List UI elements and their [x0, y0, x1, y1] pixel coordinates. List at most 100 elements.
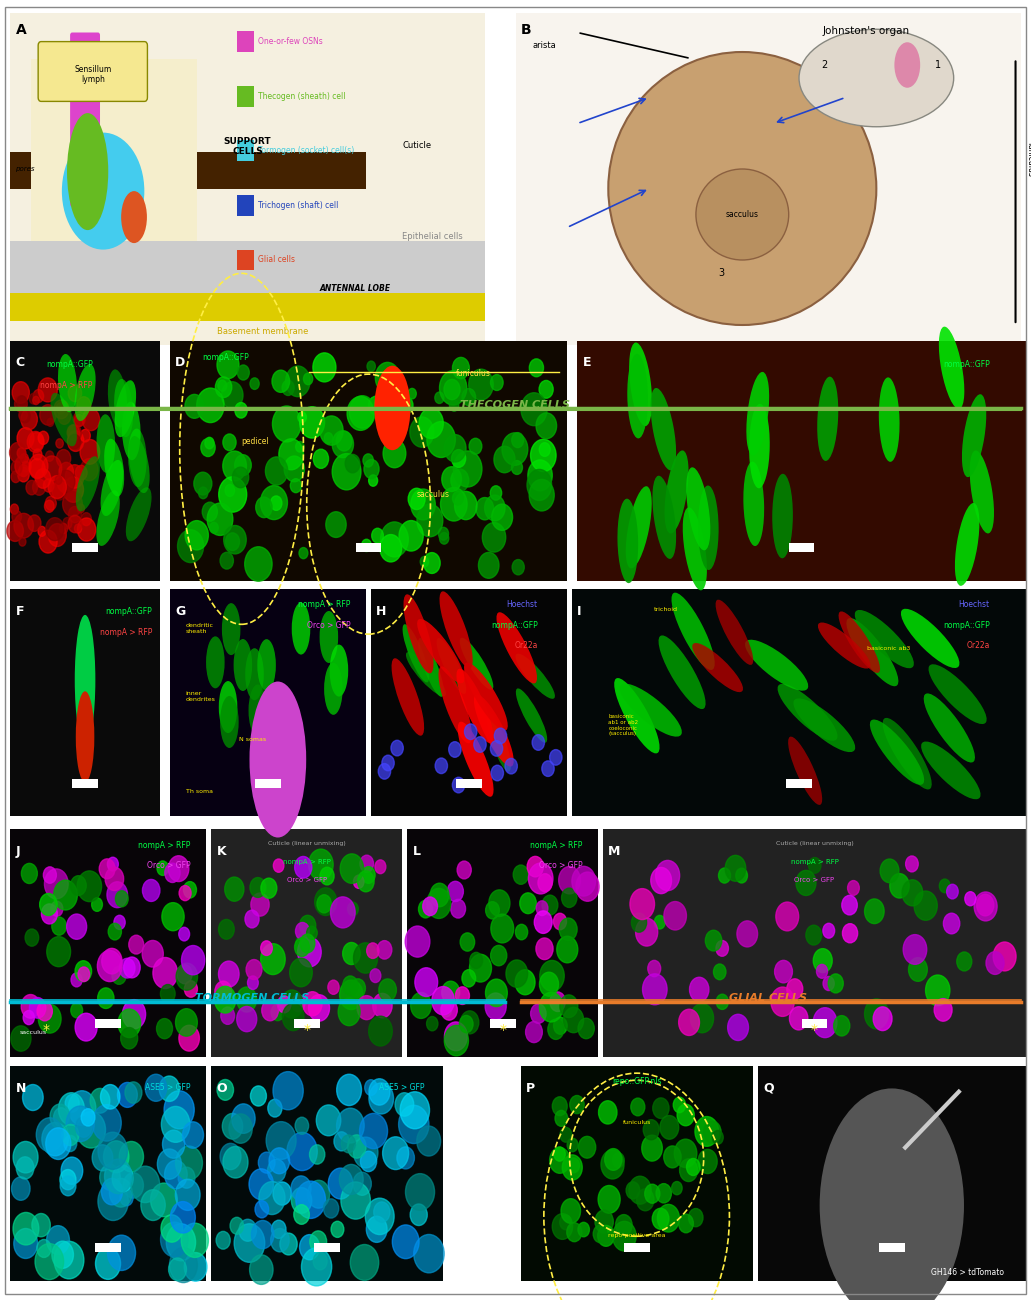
- Circle shape: [291, 1176, 311, 1201]
- Text: Trichogen (shaft) cell: Trichogen (shaft) cell: [258, 202, 338, 209]
- Circle shape: [476, 498, 494, 520]
- Circle shape: [44, 500, 54, 512]
- Circle shape: [485, 495, 505, 521]
- Circle shape: [375, 859, 386, 874]
- Text: Th soma: Th soma: [186, 789, 212, 794]
- Circle shape: [12, 511, 22, 523]
- Ellipse shape: [101, 460, 124, 516]
- Circle shape: [47, 419, 54, 426]
- Circle shape: [112, 1165, 133, 1192]
- Circle shape: [308, 849, 333, 880]
- Ellipse shape: [692, 644, 743, 692]
- Circle shape: [237, 365, 250, 380]
- Circle shape: [295, 937, 309, 957]
- Circle shape: [393, 1225, 419, 1258]
- Circle shape: [51, 1104, 70, 1128]
- Ellipse shape: [128, 429, 146, 488]
- FancyBboxPatch shape: [407, 829, 598, 1057]
- Text: ANTENNAL LOBE: ANTENNAL LOBE: [320, 285, 391, 292]
- Circle shape: [209, 523, 219, 533]
- Circle shape: [267, 1160, 286, 1182]
- Circle shape: [170, 1201, 195, 1232]
- Text: E: E: [583, 356, 591, 369]
- Text: pores: pores: [15, 166, 35, 172]
- Circle shape: [107, 881, 128, 907]
- Circle shape: [539, 992, 563, 1022]
- Text: 2: 2: [822, 60, 828, 70]
- Circle shape: [223, 434, 236, 451]
- Bar: [256, 779, 280, 788]
- Circle shape: [578, 1222, 590, 1236]
- Circle shape: [309, 1231, 327, 1252]
- Ellipse shape: [671, 593, 714, 670]
- Circle shape: [298, 937, 322, 967]
- Circle shape: [452, 450, 466, 468]
- Circle shape: [550, 992, 565, 1011]
- Text: sacculus: sacculus: [726, 211, 759, 218]
- Circle shape: [101, 1178, 123, 1205]
- Text: I: I: [577, 604, 581, 617]
- Circle shape: [528, 460, 553, 490]
- Text: *: *: [303, 1023, 310, 1036]
- Ellipse shape: [439, 592, 473, 668]
- Circle shape: [939, 879, 951, 893]
- Circle shape: [442, 467, 462, 491]
- Circle shape: [564, 1008, 584, 1032]
- Text: sacculus: sacculus: [417, 490, 450, 499]
- Circle shape: [11, 1026, 31, 1052]
- FancyBboxPatch shape: [521, 1066, 753, 1280]
- Ellipse shape: [487, 712, 511, 772]
- Circle shape: [40, 404, 56, 425]
- Circle shape: [630, 889, 655, 919]
- Circle shape: [59, 463, 73, 481]
- Circle shape: [26, 480, 37, 495]
- Circle shape: [725, 855, 745, 881]
- Text: nompA > RFP: nompA > RFP: [100, 628, 153, 637]
- Circle shape: [303, 992, 322, 1015]
- Circle shape: [368, 396, 384, 415]
- Circle shape: [612, 1222, 636, 1251]
- Circle shape: [153, 958, 177, 988]
- Circle shape: [354, 1138, 378, 1167]
- Circle shape: [223, 1113, 242, 1139]
- Circle shape: [823, 976, 834, 991]
- Circle shape: [272, 370, 290, 393]
- Circle shape: [43, 478, 54, 493]
- Circle shape: [736, 868, 747, 883]
- Ellipse shape: [126, 488, 152, 541]
- Circle shape: [653, 1098, 669, 1118]
- Circle shape: [560, 1127, 572, 1143]
- Circle shape: [161, 1222, 188, 1257]
- Ellipse shape: [219, 681, 237, 733]
- Text: repo-positive area: repo-positive area: [608, 1234, 665, 1239]
- Circle shape: [369, 1079, 390, 1105]
- Circle shape: [277, 996, 291, 1013]
- Circle shape: [823, 923, 835, 939]
- Circle shape: [364, 459, 379, 478]
- Circle shape: [175, 1009, 197, 1036]
- Circle shape: [232, 467, 248, 488]
- Circle shape: [469, 954, 492, 982]
- Circle shape: [63, 491, 82, 516]
- Circle shape: [61, 1157, 82, 1184]
- Circle shape: [261, 878, 277, 898]
- Circle shape: [300, 933, 314, 953]
- Circle shape: [444, 434, 466, 462]
- Text: repo::GFP.nls: repo::GFP.nls: [611, 1076, 662, 1085]
- Ellipse shape: [777, 684, 837, 741]
- Circle shape: [77, 504, 85, 514]
- Circle shape: [454, 451, 481, 488]
- Circle shape: [59, 1093, 85, 1126]
- Circle shape: [23, 1084, 43, 1110]
- Circle shape: [678, 1009, 699, 1036]
- Circle shape: [285, 456, 304, 482]
- FancyBboxPatch shape: [170, 589, 366, 816]
- Circle shape: [547, 1019, 564, 1040]
- Text: G: G: [175, 604, 186, 617]
- Circle shape: [813, 1008, 837, 1037]
- Circle shape: [438, 528, 448, 540]
- Circle shape: [439, 533, 448, 545]
- Circle shape: [450, 399, 459, 411]
- Circle shape: [486, 902, 499, 919]
- Circle shape: [164, 1091, 194, 1128]
